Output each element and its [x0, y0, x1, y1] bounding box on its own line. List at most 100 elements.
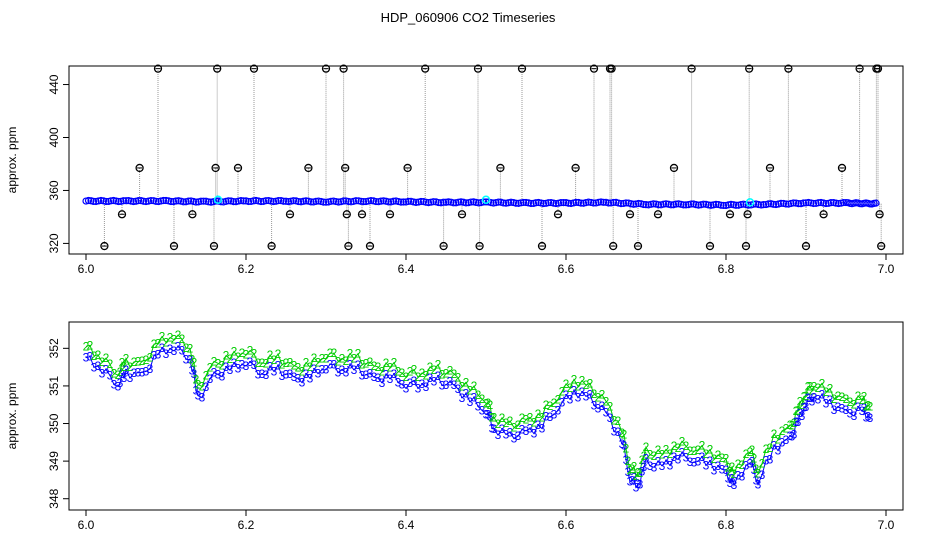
series-2-marker: 2 [117, 365, 124, 379]
series-2-marker: 2 [679, 434, 686, 448]
baseline-point [224, 197, 233, 205]
series-2-marker: 2 [755, 466, 762, 480]
baseline-point [129, 197, 138, 206]
baseline-point [192, 198, 200, 206]
baseline-point [777, 199, 785, 207]
baseline-point [639, 200, 648, 209]
series-2-marker: 2 [555, 392, 562, 406]
series-3-marker: 3 [815, 392, 822, 406]
series-2-marker: 2 [447, 363, 454, 377]
series-2-marker: 2 [483, 396, 490, 410]
outlier-point [765, 163, 775, 173]
baseline-point [172, 197, 180, 205]
baseline-point [417, 197, 425, 206]
series-3-marker: 3 [855, 400, 862, 414]
series-2-marker: 2 [599, 388, 606, 402]
series-2-marker: 2 [631, 459, 638, 473]
series-3-marker: 3 [729, 471, 736, 485]
series-2-marker: 2 [489, 410, 496, 424]
series-2-marker: 2 [703, 447, 710, 461]
series-3-marker: 3 [507, 425, 514, 439]
baseline-point [769, 200, 778, 208]
series-3-marker: 3 [371, 370, 378, 384]
series-2-marker: 2 [211, 354, 218, 368]
series-2-marker: 2 [187, 341, 194, 355]
series-3-marker: 3 [625, 465, 632, 479]
series-2-marker: 2 [827, 381, 834, 395]
series-2-marker: 2 [383, 356, 390, 370]
series-2-marker: 2 [179, 332, 186, 346]
series-3-marker: 3 [411, 374, 418, 388]
series-3-marker: 3 [459, 391, 466, 405]
series-2-marker: 2 [779, 424, 786, 438]
series-2-marker: 2 [639, 453, 646, 467]
series-3-marker: 3 [467, 395, 474, 409]
baseline-point [367, 197, 375, 205]
series-3-marker: 3 [135, 366, 142, 380]
baseline-point [422, 198, 430, 206]
baseline-point [634, 199, 643, 208]
baseline-point [454, 198, 463, 206]
series-3-marker: 3 [651, 460, 658, 474]
series-3-marker: 3 [587, 388, 594, 402]
outlier-point [743, 210, 752, 219]
series-3-marker: 3 [753, 473, 760, 487]
series-3-marker: 3 [295, 372, 302, 386]
baseline-point [822, 199, 830, 208]
series-3-marker: 3 [231, 356, 238, 370]
outlier-point [819, 210, 828, 219]
series-3-marker: 3 [487, 409, 494, 423]
series-3-marker: 3 [591, 398, 598, 412]
series-2-marker: 2 [587, 376, 594, 390]
series-3-marker: 3 [719, 462, 726, 476]
baseline-point [659, 200, 668, 208]
series-3-marker: 3 [663, 454, 670, 468]
baseline-point [239, 197, 248, 205]
series-2-marker: 2 [671, 439, 678, 453]
baseline-point [604, 199, 613, 207]
series-3-marker: 3 [243, 359, 250, 373]
outlier-point [385, 210, 395, 219]
series-3-marker: 3 [319, 363, 326, 377]
outlier-point [475, 241, 484, 251]
series-3-marker: 3 [127, 371, 134, 385]
bottom-y-tick-label: 352 [47, 338, 61, 358]
series-3-marker: 3 [793, 415, 800, 429]
series-2-marker: 2 [851, 398, 858, 412]
outlier-point [517, 64, 527, 73]
bottom-y-axis-title: approx. ppm [5, 383, 19, 450]
series-3-marker: 3 [611, 425, 618, 439]
series-2-marker: 2 [819, 376, 826, 390]
series-3-marker: 3 [631, 471, 638, 485]
outlier-point [439, 241, 448, 251]
series-2-marker: 2 [791, 416, 798, 430]
bottom-y-tick-label: 350 [47, 413, 61, 433]
baseline-point [199, 197, 208, 205]
baseline-point [564, 199, 573, 207]
series-3-marker: 3 [647, 459, 654, 473]
figure-title: HDP_060906 CO2 Timeseries [381, 10, 556, 25]
bottom-x-tick-label: 6.2 [238, 518, 255, 532]
series-2-marker: 2 [215, 356, 222, 370]
series-2-marker: 2 [399, 366, 406, 380]
baseline-point [759, 201, 768, 209]
series-3-marker: 3 [679, 446, 686, 460]
baseline-point [312, 197, 320, 205]
series-3-marker: 3 [351, 363, 358, 377]
series-2-marker: 2 [231, 344, 238, 358]
series-2-marker: 2 [111, 366, 118, 380]
baseline-point [572, 198, 580, 206]
series-2-marker: 2 [327, 346, 334, 360]
baseline-point [594, 198, 603, 206]
series-2-marker: 2 [247, 344, 254, 358]
bottom-x-tick-label: 6.0 [78, 518, 95, 532]
baseline-point [799, 199, 808, 207]
series-3-marker: 3 [771, 438, 778, 452]
series-2-marker: 2 [861, 390, 868, 404]
baseline-point [802, 199, 810, 207]
baseline-point [814, 199, 823, 207]
series-3-marker: 3 [643, 451, 650, 465]
outlier-point [625, 210, 635, 219]
bottom-x-tick-label: 6.8 [718, 518, 735, 532]
series-3-marker: 3 [539, 422, 546, 436]
